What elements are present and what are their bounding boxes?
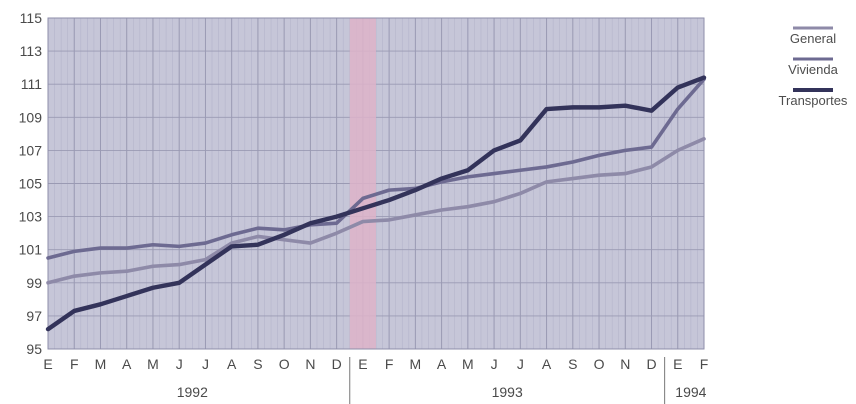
x-tick-label: E xyxy=(43,356,52,372)
x-tick-label: A xyxy=(542,356,552,372)
legend: General Vivienda Transportes xyxy=(779,26,848,108)
x-tick-label: F xyxy=(700,356,709,372)
highlight-band xyxy=(349,18,376,349)
x-tick-label: J xyxy=(517,356,524,372)
x-tick-label: F xyxy=(385,356,394,372)
x-tick-label: M xyxy=(147,356,159,372)
y-tick-label: 113 xyxy=(20,43,43,59)
plot-area xyxy=(45,17,707,350)
x-tick-label: J xyxy=(202,356,209,372)
y-tick-label: 115 xyxy=(20,10,43,26)
x-tick-label: A xyxy=(227,356,237,372)
x-tick-label: F xyxy=(70,356,79,372)
series-line-general xyxy=(46,137,706,285)
y-tick-label: 95 xyxy=(26,341,42,357)
x-tick-label: S xyxy=(253,356,262,372)
x-tick-label: O xyxy=(279,356,290,372)
y-tick-label: 109 xyxy=(19,109,43,125)
x-tick-label: D xyxy=(332,356,342,372)
y-tick-label: 99 xyxy=(26,275,42,291)
x-tick-label: J xyxy=(491,356,498,372)
x-tick-label: M xyxy=(95,356,107,372)
x-tick-label: E xyxy=(673,356,682,372)
x-tick-label: N xyxy=(620,356,630,372)
x-tick-label: J xyxy=(176,356,183,372)
year-label: 1994 xyxy=(675,384,706,400)
year-label: 1993 xyxy=(492,384,523,400)
x-tick-label: E xyxy=(358,356,367,372)
x-tick-label: M xyxy=(462,356,474,372)
x-tick-label: A xyxy=(122,356,132,372)
y-tick-label: 101 xyxy=(19,242,43,258)
x-tick-label: M xyxy=(410,356,422,372)
legend-label-transportes: Transportes xyxy=(779,93,848,108)
plot-border xyxy=(47,17,705,350)
x-tick-label: N xyxy=(305,356,315,372)
x-tick-label: S xyxy=(568,356,577,372)
legend-label-general: General xyxy=(790,31,836,46)
y-tick-label: 105 xyxy=(19,176,43,192)
series-line-vivienda xyxy=(46,77,706,260)
x-tick-label: A xyxy=(437,356,447,372)
y-tick-label: 111 xyxy=(21,76,42,92)
legend-label-vivienda: Vivienda xyxy=(788,62,838,77)
y-tick-label: 103 xyxy=(19,209,43,225)
y-tick-label: 107 xyxy=(19,142,43,158)
x-tick-label: O xyxy=(594,356,605,372)
x-tick-label: D xyxy=(646,356,656,372)
y-tick-label: 97 xyxy=(26,308,42,324)
series-line-transportes xyxy=(45,75,707,332)
year-label: 1992 xyxy=(177,384,208,400)
